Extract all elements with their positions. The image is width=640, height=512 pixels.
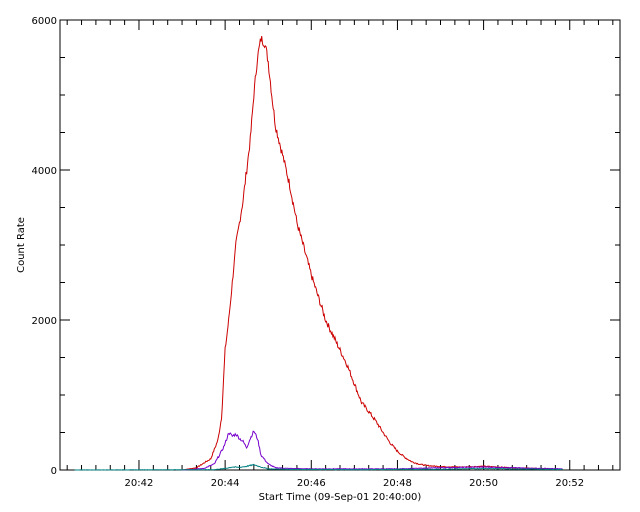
x-axis-title: Start Time (09-Sep-01 20:40:00) — [259, 492, 422, 503]
axes: 0 2000 4000 6000 20:42 20:44 20:46 20:48 20:50 20… — [32, 16, 620, 489]
plot-frame — [59, 19, 621, 471]
y-tick-label: 2000 — [32, 316, 57, 327]
y-tick-label: 6000 — [32, 16, 57, 27]
x-tick-label: 20:52 — [555, 478, 584, 489]
x-tick-label: 20:46 — [297, 478, 326, 489]
y-tick-label: 0 — [51, 466, 57, 477]
series-group — [74, 36, 563, 471]
series-line-3 — [74, 463, 563, 471]
y-tick-label: 4000 — [32, 166, 57, 177]
series-line-2 — [182, 430, 563, 471]
x-tick-label: 20:42 — [125, 478, 154, 489]
y-axis-title: Count Rate — [16, 217, 27, 273]
series-line-1 — [182, 36, 563, 471]
x-tick-label: 20:48 — [383, 478, 412, 489]
x-tick-label: 20:50 — [469, 478, 498, 489]
x-tick-label: 20:44 — [211, 478, 240, 489]
